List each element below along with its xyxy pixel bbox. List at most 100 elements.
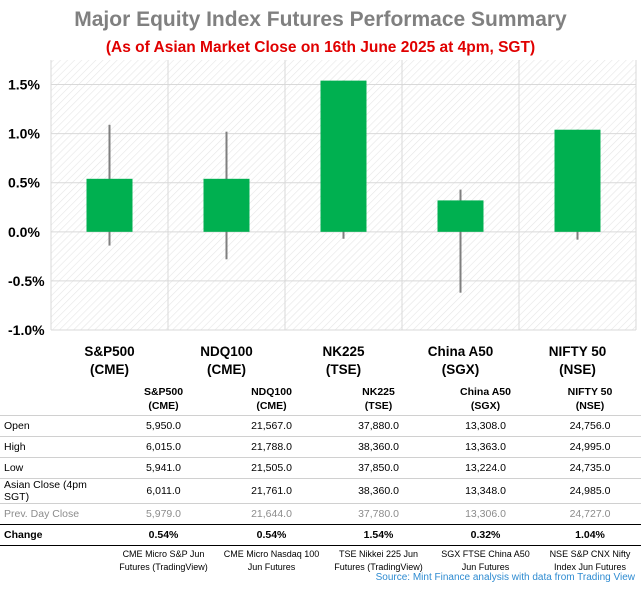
candle-body bbox=[86, 178, 133, 232]
table-header-nifty50: NIFTY 50 (NSE) bbox=[539, 382, 641, 416]
table-row-sources: CME Micro S&P Jun Futures (TradingView) C… bbox=[0, 546, 641, 577]
table-cell: 38,360.0 bbox=[325, 478, 432, 504]
row-label: Prev. Day Close bbox=[0, 503, 109, 525]
table-cell: 37,780.0 bbox=[325, 503, 432, 525]
x-tick-label: NIFTY 50 bbox=[549, 344, 607, 359]
header-name: NIFTY 50 bbox=[567, 385, 613, 398]
source-line: CME Micro S&P Jun bbox=[122, 549, 205, 559]
header-exchange: (CME) bbox=[256, 399, 287, 412]
table-cell: 24,985.0 bbox=[539, 478, 641, 504]
source-line: Jun Futures bbox=[247, 562, 296, 572]
header-exchange: (SGX) bbox=[470, 399, 501, 412]
table-cell: 0.54% bbox=[218, 524, 325, 546]
header-name: China A50 bbox=[460, 385, 511, 398]
source-line: Index Jun Futures bbox=[553, 562, 627, 572]
candle-body bbox=[554, 129, 601, 232]
header-exchange: (NSE) bbox=[575, 399, 605, 412]
table-header-blank bbox=[0, 382, 109, 416]
x-tick-label: (NSE) bbox=[559, 362, 596, 377]
table-row-high: High 6,015.0 21,788.0 38,360.0 13,363.0 … bbox=[0, 436, 641, 458]
table-header-ndq100: NDQ100 (CME) bbox=[218, 382, 325, 416]
y-tick-label: 0.5% bbox=[8, 175, 40, 191]
table-cell: 5,979.0 bbox=[109, 503, 218, 525]
row-label: Low bbox=[0, 457, 109, 479]
table-cell: 6,011.0 bbox=[109, 478, 218, 504]
table-row-change: Change 0.54% 0.54% 1.54% 0.32% 1.04% bbox=[0, 524, 641, 546]
header-name: NK225 bbox=[362, 385, 395, 398]
header-exchange: (CME) bbox=[148, 399, 179, 412]
table-cell: 37,880.0 bbox=[325, 415, 432, 437]
source-line: Futures (TradingView) bbox=[119, 562, 208, 572]
table-cell: 21,505.0 bbox=[218, 457, 325, 479]
table-cell: 38,360.0 bbox=[325, 436, 432, 458]
table-cell: 13,224.0 bbox=[432, 457, 539, 479]
table-cell: 21,761.0 bbox=[218, 478, 325, 504]
table-header-china-a50: China A50 (SGX) bbox=[432, 382, 539, 416]
table-cell: 24,995.0 bbox=[539, 436, 641, 458]
y-tick-label: 0.0% bbox=[8, 224, 40, 240]
table-cell: 21,567.0 bbox=[218, 415, 325, 437]
source-cell: SGX FTSE China A50 Jun Futures bbox=[432, 546, 539, 577]
table-header-sp500: S&P500 (CME) bbox=[109, 382, 218, 416]
table-cell: 0.32% bbox=[432, 524, 539, 546]
table-cell: 37,850.0 bbox=[325, 457, 432, 479]
candle-body bbox=[437, 200, 484, 232]
source-line: NSE S&P CNX Nifty bbox=[549, 549, 631, 559]
table-cell: 6,015.0 bbox=[109, 436, 218, 458]
table-cell: 13,306.0 bbox=[432, 503, 539, 525]
x-tick-label: (TSE) bbox=[326, 362, 361, 377]
row-label: Asian Close (4pm SGT) bbox=[0, 478, 109, 504]
row-label: High bbox=[0, 436, 109, 458]
table-row-low: Low 5,941.0 21,505.0 37,850.0 13,224.0 2… bbox=[0, 457, 641, 479]
x-tick-label: NK225 bbox=[322, 344, 365, 359]
candle-body bbox=[203, 178, 250, 232]
table-cell: 24,735.0 bbox=[539, 457, 641, 479]
y-tick-label: 1.0% bbox=[8, 126, 40, 142]
table-cell: 21,788.0 bbox=[218, 436, 325, 458]
x-tick-label: (SGX) bbox=[442, 362, 480, 377]
source-line: CME Micro Nasdaq 100 bbox=[223, 549, 320, 559]
table-cell: 24,727.0 bbox=[539, 503, 641, 525]
x-tick-label: China A50 bbox=[428, 344, 494, 359]
header-name: NDQ100 bbox=[251, 385, 292, 398]
table-row-asian-close: Asian Close (4pm SGT) 6,011.0 21,761.0 3… bbox=[0, 478, 641, 504]
header-name: S&P500 bbox=[143, 385, 184, 398]
chart-title: Major Equity Index Futures Performace Su… bbox=[74, 8, 567, 31]
source-line: TSE Nikkei 225 Jun bbox=[338, 549, 419, 559]
y-tick-label: -1.0% bbox=[8, 322, 45, 338]
source-line: SGX FTSE China A50 bbox=[441, 549, 530, 559]
price-table: S&P500 (CME) NDQ100 (CME) NK225 (TSE) China… bbox=[0, 382, 641, 576]
table-cell: 0.54% bbox=[109, 524, 218, 546]
table-cell: 1.54% bbox=[325, 524, 432, 546]
source-note: Source: Mint Finance analysis with data … bbox=[375, 572, 635, 583]
source-cell: CME Micro S&P Jun Futures (TradingView) bbox=[109, 546, 218, 577]
table-cell: 5,950.0 bbox=[109, 415, 218, 437]
chart-subtitle: (As of Asian Market Close on 16th June 2… bbox=[105, 39, 536, 56]
table-cell: 21,644.0 bbox=[218, 503, 325, 525]
source-cell: NSE S&P CNX Nifty Index Jun Futures bbox=[539, 546, 641, 577]
table-cell: 24,756.0 bbox=[539, 415, 641, 437]
source-line: Futures (TradingView) bbox=[334, 562, 423, 572]
table-cell: 13,363.0 bbox=[432, 436, 539, 458]
x-tick-label: (CME) bbox=[207, 362, 246, 377]
source-line: Jun Futures bbox=[461, 562, 510, 572]
table-cell: 1.04% bbox=[539, 524, 641, 546]
x-tick-label: (CME) bbox=[90, 362, 129, 377]
y-tick-label: 1.5% bbox=[8, 77, 40, 93]
table-header-nk225: NK225 (TSE) bbox=[325, 382, 432, 416]
x-tick-label: NDQ100 bbox=[200, 344, 253, 359]
x-tick-label: S&P500 bbox=[84, 344, 134, 359]
table-cell: 13,308.0 bbox=[432, 415, 539, 437]
table-cell: 13,348.0 bbox=[432, 478, 539, 504]
candlestick-chart: -1.0% -0.5% 0.0% 0.5% 1.0% 1.5% S&P500 (CME) NDQ… bbox=[8, 60, 637, 377]
table-row-open: Open 5,950.0 21,567.0 37,880.0 13,308.0 … bbox=[0, 415, 641, 437]
candle-body bbox=[320, 80, 367, 232]
source-blank bbox=[0, 546, 109, 577]
header-exchange: (TSE) bbox=[364, 399, 393, 412]
row-label: Open bbox=[0, 415, 109, 437]
table-row-prev-close: Prev. Day Close 5,979.0 21,644.0 37,780.… bbox=[0, 503, 641, 525]
table-cell: 5,941.0 bbox=[109, 457, 218, 479]
source-cell: CME Micro Nasdaq 100 Jun Futures bbox=[218, 546, 325, 577]
table-header-row: S&P500 (CME) NDQ100 (CME) NK225 (TSE) China… bbox=[0, 382, 641, 416]
y-tick-label: -0.5% bbox=[8, 273, 45, 289]
